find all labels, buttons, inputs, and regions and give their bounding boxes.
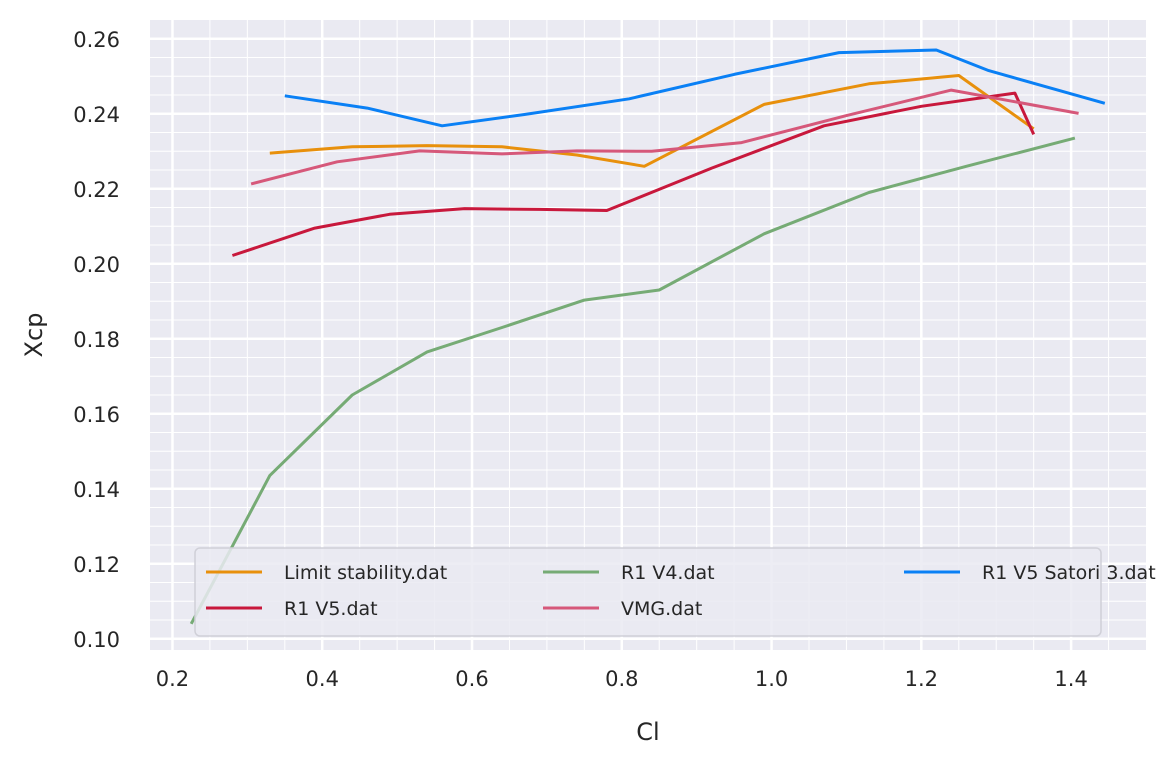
x-tick-label: 1.2 bbox=[905, 667, 938, 691]
y-axis-label: Xcp bbox=[20, 313, 48, 358]
legend-label: VMG.dat bbox=[621, 598, 702, 620]
series-line bbox=[284, 48, 1106, 128]
series-line bbox=[269, 74, 1035, 168]
x-tick-label: 0.4 bbox=[306, 667, 339, 691]
y-tick-label: 0.24 bbox=[73, 103, 120, 127]
series-line bbox=[231, 91, 1036, 257]
legend-item: R1 V4.dat bbox=[543, 562, 715, 584]
y-tick-label: 0.14 bbox=[73, 478, 120, 502]
series-layer bbox=[189, 48, 1106, 625]
x-tick-label: 0.6 bbox=[455, 667, 488, 691]
series-line bbox=[189, 136, 1076, 625]
x-tick-label: 0.2 bbox=[156, 667, 189, 691]
y-tick-label: 0.20 bbox=[73, 253, 120, 277]
series-line bbox=[250, 88, 1079, 186]
legend: Limit stability.dat R1 V4.dat R1 V5 Satori… bbox=[194, 547, 1156, 637]
x-tick-label: 1.0 bbox=[755, 667, 788, 691]
y-tick-label: 0.10 bbox=[73, 628, 120, 652]
y-tick-labels: 0.10 0.12 0.14 0.16 0.18 0.20 0.22 0.24 0.26 bbox=[73, 28, 120, 652]
x-axis-label: Cl bbox=[636, 718, 659, 746]
y-tick-label: 0.12 bbox=[73, 553, 120, 577]
y-tick-label: 0.16 bbox=[73, 403, 120, 427]
legend-label: R1 V5 Satori 3.dat bbox=[982, 562, 1156, 584]
y-tick-label: 0.18 bbox=[73, 328, 120, 352]
y-tick-label: 0.22 bbox=[73, 178, 120, 202]
legend-item: VMG.dat bbox=[543, 598, 702, 620]
x-tick-label: 1.4 bbox=[1054, 667, 1087, 691]
legend-label: R1 V4.dat bbox=[621, 562, 715, 584]
legend-label: Limit stability.dat bbox=[284, 562, 447, 584]
x-tick-labels: 0.2 0.4 0.6 0.8 1.0 1.2 1.4 bbox=[156, 667, 1088, 691]
y-tick-label: 0.26 bbox=[73, 28, 120, 52]
legend-item: R1 V5.dat bbox=[206, 598, 378, 620]
legend-label: R1 V5.dat bbox=[284, 598, 378, 620]
legend-item: R1 V5 Satori 3.dat bbox=[904, 562, 1156, 584]
legend-box bbox=[194, 547, 1102, 637]
x-tick-label: 0.8 bbox=[605, 667, 638, 691]
legend-item: Limit stability.dat bbox=[206, 562, 447, 584]
